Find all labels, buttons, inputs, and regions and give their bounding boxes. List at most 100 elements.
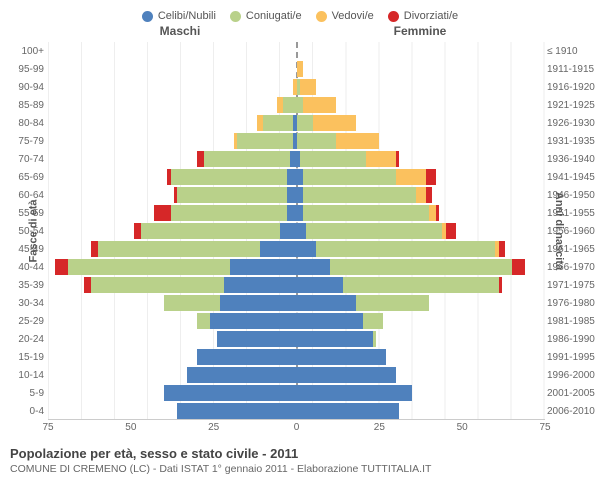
bar-segment [300,79,317,95]
bar-female [297,259,546,275]
bar-segment [141,223,280,239]
legend-swatch [230,11,241,22]
birth-label: 1941-1945 [547,172,599,183]
bar-female [297,61,546,77]
bar-segment [154,205,171,221]
bar-segment [426,169,436,185]
bar-segment [210,313,296,329]
bar-segment [396,169,426,185]
birth-label: ≤ 1910 [547,46,599,57]
birth-label: 1966-1970 [547,262,599,273]
age-label: 45-49 [6,244,44,255]
legend-label: Divorziati/e [404,10,458,22]
bar-segment [287,169,297,185]
bar-segment [197,349,296,365]
bar-segment [164,385,297,401]
bar-segment [197,313,210,329]
bar-segment [260,241,296,257]
age-row: 85-891921-1925 [48,96,545,114]
age-row: 80-841926-1930 [48,114,545,132]
plot: 100+≤ 191095-991911-191590-941916-192085… [48,42,545,420]
age-row: 5-92001-2005 [48,384,545,402]
bar-segment [224,277,297,293]
bar-segment [257,115,264,131]
bar-female [297,223,546,239]
bar-female [297,331,546,347]
birth-label: 1931-1935 [547,136,599,147]
bar-male [48,403,297,419]
bar-female [297,187,546,203]
age-row: 60-641946-1950 [48,186,545,204]
age-row: 50-541956-1960 [48,222,545,240]
age-label: 50-54 [6,226,44,237]
age-label: 80-84 [6,118,44,129]
bar-female [297,295,546,311]
x-axis: 7550250255075 [48,420,545,438]
bar-segment [373,331,376,347]
bar-segment [290,151,297,167]
bar-segment [280,223,297,239]
age-label: 5-9 [6,388,44,399]
bar-segment [343,277,499,293]
bar-segment [283,97,296,113]
bar-segment [297,277,343,293]
bar-segment [177,403,296,419]
birth-label: 2006-2010 [547,406,599,417]
age-label: 20-24 [6,334,44,345]
bar-segment [316,241,495,257]
birth-label: 1986-1990 [547,334,599,345]
x-tick: 75 [42,422,53,433]
bar-segment [220,295,296,311]
header-female: Femmine [300,24,540,38]
birth-label: 1911-1915 [547,64,599,75]
age-label: 10-14 [6,370,44,381]
legend-label: Vedovi/e [332,10,374,22]
age-row: 20-241986-1990 [48,330,545,348]
bar-segment [263,115,293,131]
bar-segment [436,205,439,221]
x-tick: 25 [208,422,219,433]
bar-male [48,187,297,203]
chart-title: Popolazione per età, sesso e stato civil… [10,446,590,461]
bar-segment [512,259,525,275]
age-label: 15-19 [6,352,44,363]
bar-male [48,205,297,221]
age-row: 30-341976-1980 [48,294,545,312]
bar-female [297,277,546,293]
birth-label: 1916-1920 [547,82,599,93]
bar-female [297,241,546,257]
age-label: 90-94 [6,82,44,93]
bar-segment [499,277,502,293]
bar-male [48,331,297,347]
bar-segment [297,241,317,257]
age-label: 55-59 [6,208,44,219]
bar-segment [197,151,204,167]
age-row: 95-991911-1915 [48,60,545,78]
bar-segment [164,295,220,311]
bar-male [48,223,297,239]
bar-segment [303,205,429,221]
bar-segment [177,187,286,203]
bar-segment [55,259,68,275]
bar-male [48,61,297,77]
birth-label: 1961-1965 [547,244,599,255]
bar-segment [204,151,290,167]
bar-segment [297,115,314,131]
header-male: Maschi [60,24,300,38]
bar-segment [303,187,416,203]
x-tick: 50 [125,422,136,433]
bar-segment [297,367,396,383]
bar-female [297,313,546,329]
bar-segment [171,205,287,221]
bar-female [297,115,546,131]
age-row: 100+≤ 1910 [48,42,545,60]
bar-segment [297,259,330,275]
birth-label: 2001-2005 [547,388,599,399]
bar-segment [366,151,396,167]
age-row: 45-491961-1965 [48,240,545,258]
bar-male [48,133,297,149]
age-row: 90-941916-1920 [48,78,545,96]
birth-label: 1946-1950 [547,190,599,201]
bar-segment [297,223,307,239]
age-label: 65-69 [6,172,44,183]
